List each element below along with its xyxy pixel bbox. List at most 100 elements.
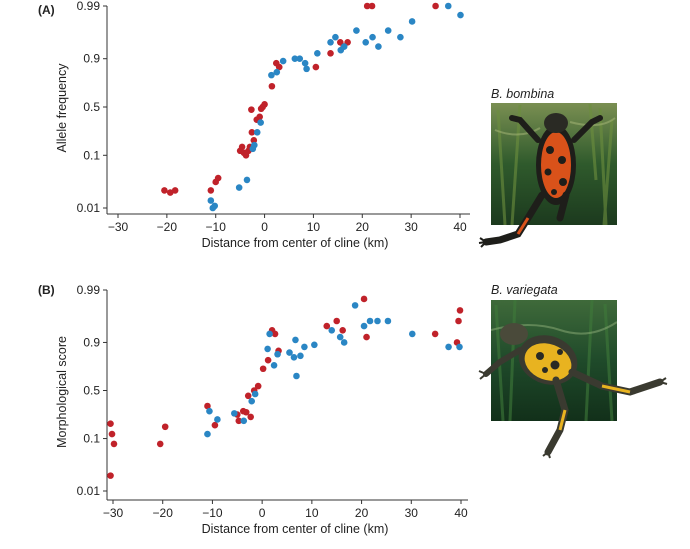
x-tick-label: −10 <box>206 220 227 234</box>
data-point-blue <box>293 372 300 380</box>
data-point-blue <box>360 322 368 330</box>
points-a <box>161 2 464 212</box>
data-point-blue <box>384 317 392 325</box>
data-point-blue <box>457 11 464 19</box>
data-point-blue <box>253 129 261 136</box>
data-point-red <box>248 106 255 113</box>
x-tick-label: 20 <box>355 506 369 520</box>
x-tick-label: 40 <box>454 506 468 520</box>
data-point-blue <box>328 327 336 334</box>
data-point-blue <box>366 317 374 325</box>
x-tick-label: 40 <box>453 220 467 234</box>
data-point-red <box>323 322 331 330</box>
data-point-blue <box>408 18 416 25</box>
data-point-red <box>107 472 114 479</box>
y-tick-label: 0.9 <box>83 335 100 349</box>
data-point-blue <box>296 55 304 63</box>
data-point-red <box>207 187 215 194</box>
data-point-blue <box>340 43 348 50</box>
data-point-blue <box>204 430 211 438</box>
data-point-red <box>312 63 320 71</box>
data-point-blue <box>369 33 376 41</box>
x-axis-title-b: Distance from center of cline (km) <box>202 522 389 536</box>
x-tick-label: 20 <box>356 220 370 234</box>
data-point-red <box>455 317 462 325</box>
data-point-blue <box>301 59 309 67</box>
data-point-red <box>204 402 211 410</box>
data-point-blue <box>353 27 360 34</box>
data-point-red <box>244 392 252 400</box>
data-point-blue <box>248 397 256 405</box>
data-point-red <box>171 187 179 194</box>
x-tick-label: 30 <box>404 220 418 234</box>
data-point-blue <box>240 417 248 425</box>
data-point-blue <box>456 343 463 351</box>
points-b <box>107 295 464 479</box>
data-point-blue <box>444 2 452 10</box>
x-tick-label: −20 <box>157 220 178 234</box>
data-point-red <box>339 327 346 334</box>
data-point-blue <box>375 43 382 50</box>
panel-a: (A) −30 −20 −10 0 10 20 30 400.010.10.50.90.99 … <box>38 0 470 250</box>
data-point-red <box>368 2 376 10</box>
data-point-red <box>161 423 169 431</box>
x-tick-label: −20 <box>153 506 174 520</box>
x-tick-label: −30 <box>103 506 124 520</box>
x-tick-label: 30 <box>405 506 419 520</box>
data-point-blue <box>257 119 264 126</box>
data-point-blue <box>273 68 281 76</box>
y-tick-label: 0.01 <box>77 484 101 498</box>
axes-a: −30 −20 −10 0 10 20 30 40 0.01 0.1 0.5 0.9 0.99 <box>77 0 470 234</box>
data-point-blue <box>384 27 392 34</box>
y-axis-title-a: Allele frequency <box>55 63 69 153</box>
data-point-red <box>363 333 370 341</box>
data-point-red <box>261 101 268 108</box>
data-point-blue <box>251 390 259 398</box>
data-point-blue <box>243 176 251 184</box>
data-point-blue <box>214 416 221 423</box>
data-point-red <box>333 317 341 325</box>
data-point-red <box>271 330 279 338</box>
data-point-red <box>214 174 222 182</box>
data-point-red <box>327 50 334 57</box>
data-point-red <box>108 430 116 438</box>
data-point-red <box>431 330 439 338</box>
data-point-red <box>432 2 439 10</box>
data-point-blue <box>207 197 215 204</box>
x-axis-title-a: Distance from center of cline (km) <box>202 236 389 250</box>
data-point-red <box>247 413 255 421</box>
data-point-red <box>211 421 219 429</box>
data-point-blue <box>445 343 452 351</box>
data-point-blue <box>264 345 271 353</box>
data-point-blue <box>231 410 238 417</box>
data-point-red <box>456 307 464 314</box>
data-point-blue <box>374 317 381 325</box>
data-point-red <box>235 417 243 425</box>
data-point-blue <box>206 407 213 415</box>
panel-label-a: (A) <box>38 3 55 17</box>
data-point-red <box>250 137 258 144</box>
data-point-blue <box>266 330 273 338</box>
data-point-red <box>161 187 168 194</box>
x-tick-label: −30 <box>108 220 129 234</box>
data-point-red <box>110 440 118 448</box>
data-point-red <box>360 295 368 303</box>
data-point-blue <box>251 141 258 149</box>
y-tick-label: 0.99 <box>77 283 101 297</box>
data-point-blue <box>362 38 370 46</box>
toad-photo-bombina: B. bombina <box>478 87 617 248</box>
data-point-blue <box>279 57 287 65</box>
data-point-blue <box>303 65 310 73</box>
data-point-blue <box>408 330 416 338</box>
data-point-red <box>259 365 267 373</box>
y-tick-label: 0.5 <box>83 100 100 114</box>
y-tick-label: 0.9 <box>83 52 100 66</box>
toad-variegata-figure <box>478 323 668 459</box>
photo-caption-variegata: B. variegata <box>491 283 558 297</box>
data-point-red <box>238 143 246 151</box>
panel-label-b: (B) <box>38 283 55 297</box>
x-tick-label: 0 <box>259 506 266 520</box>
data-point-red <box>363 2 371 10</box>
axes-b: −30 −20 −10 0 10 20 30 40 0.01 0.1 0.5 0.9 0.99 <box>77 283 468 520</box>
